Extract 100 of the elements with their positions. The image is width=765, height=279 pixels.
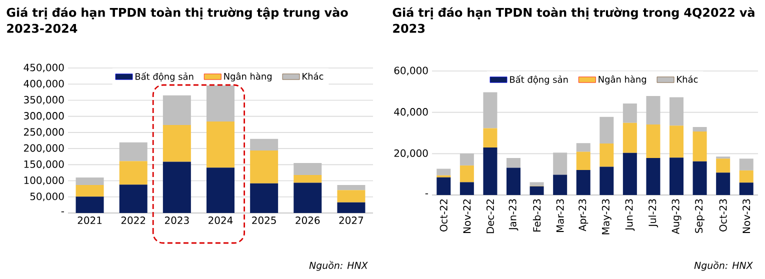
y-tick-label: 40,000: [394, 108, 428, 117]
bar: [553, 152, 568, 175]
bar: [250, 183, 278, 213]
bar: [576, 143, 590, 152]
bar: [162, 125, 191, 162]
bar: [670, 97, 684, 126]
bar: [294, 163, 322, 175]
y-tick-label: 200,000: [24, 144, 64, 153]
bar: [460, 182, 474, 195]
bar: [506, 168, 521, 195]
bar: [337, 184, 366, 190]
bar: [739, 182, 754, 195]
y-tick-label: 350,000: [24, 96, 64, 104]
bar: [294, 174, 322, 183]
y-tick-label: 20,000: [394, 149, 428, 158]
bar: [739, 158, 754, 170]
bar: [646, 158, 660, 195]
bar: [250, 138, 278, 150]
bar: [600, 144, 614, 167]
bar: [162, 162, 191, 213]
x-tick-label: 2026: [296, 216, 320, 224]
bar: [670, 126, 684, 158]
bar: [76, 178, 104, 185]
bar: [119, 184, 148, 213]
x-tick-label: Aug-23: [672, 199, 682, 234]
bar: [460, 153, 474, 166]
bar: [530, 186, 544, 195]
x-tick-label: 2023: [164, 216, 189, 224]
bar: [162, 95, 191, 126]
y-tick-label: -: [425, 193, 428, 194]
legend-label: Bất động sản: [510, 75, 568, 85]
x-tick-label: 2024: [208, 216, 233, 224]
text: Nguồn: HNX: [309, 260, 368, 271]
bar: [119, 161, 148, 185]
x-tick-label: Feb-23: [532, 199, 541, 232]
x-tick-label: 2025: [252, 216, 276, 224]
y-tick-label: 100,000: [24, 176, 64, 186]
bar: [576, 170, 590, 195]
bar: [576, 152, 590, 170]
legend-label: Khác: [677, 75, 698, 83]
x-tick-label: 2022: [121, 216, 146, 224]
x-tick-label: Dec-22: [486, 200, 494, 234]
bar: [206, 121, 234, 168]
legend-label: Khác: [302, 72, 324, 80]
y-tick-label: 50,000: [30, 192, 64, 202]
bar: [483, 92, 498, 128]
bar: [646, 124, 660, 158]
bar: [76, 196, 104, 213]
bar: [119, 142, 148, 162]
bar: [622, 152, 637, 195]
bar: [530, 182, 544, 186]
bar: [76, 184, 104, 197]
bar: [436, 177, 451, 195]
x-tick-label: Sep-23: [695, 199, 705, 233]
chart-title: Giá trị đáo hạn TPDN toàn thị trường trong 4Q2022 và 2023: [392, 7, 754, 33]
x-tick-label: Oct-22: [440, 200, 448, 232]
bar: [436, 168, 451, 176]
bar: [670, 158, 684, 195]
legend-label: Bất động sản: [136, 72, 194, 82]
bar: [622, 122, 637, 153]
bar: [692, 132, 707, 162]
x-tick-label: Jan-23: [508, 199, 518, 231]
bar: [206, 85, 234, 122]
bar: [622, 103, 637, 123]
x-tick-label: Mar-23: [556, 199, 564, 232]
bar: [483, 147, 498, 195]
legend-label: Ngân hàng: [224, 72, 272, 82]
bar: [553, 174, 568, 195]
x-tick-label: 2027: [339, 216, 364, 224]
x-tick-label: Jul-23: [648, 199, 658, 228]
bar: [600, 116, 614, 144]
bar: [600, 166, 614, 195]
x-tick-label: Nov-22: [463, 200, 471, 233]
x-tick-label: Apr-23: [578, 199, 588, 232]
y-tick-label: -: [61, 211, 64, 212]
bar: [716, 158, 730, 173]
y-tick-label: 300,000: [24, 112, 64, 121]
bar: [483, 128, 498, 148]
text: Nguồn: HNX: [694, 260, 753, 271]
bar: [206, 168, 234, 213]
y-tick-label: 450,000: [24, 64, 64, 72]
bar: [294, 182, 322, 213]
y-tick-label: 400,000: [24, 80, 64, 88]
bar: [646, 96, 660, 125]
x-tick-label: Nov-23: [742, 199, 750, 233]
bar: [460, 165, 474, 182]
x-tick-label: Jun-23: [625, 199, 635, 231]
x-tick-label: May-23: [602, 199, 612, 234]
y-tick-label: 250,000: [24, 128, 64, 137]
y-tick-label: 150,000: [24, 160, 64, 169]
bar: [337, 190, 366, 202]
bar: [716, 172, 730, 195]
bar: [692, 127, 707, 132]
chart-title: Giá trị đáo hạn TPDN toàn thị trường tập trung vào 2023-2024: [6, 7, 348, 33]
bar: [250, 150, 278, 184]
bar: [506, 158, 521, 168]
x-tick-label: Oct-23: [719, 199, 727, 232]
bar: [337, 202, 366, 213]
legend-label: Ngân hàng: [598, 75, 646, 84]
bar: [692, 161, 707, 195]
